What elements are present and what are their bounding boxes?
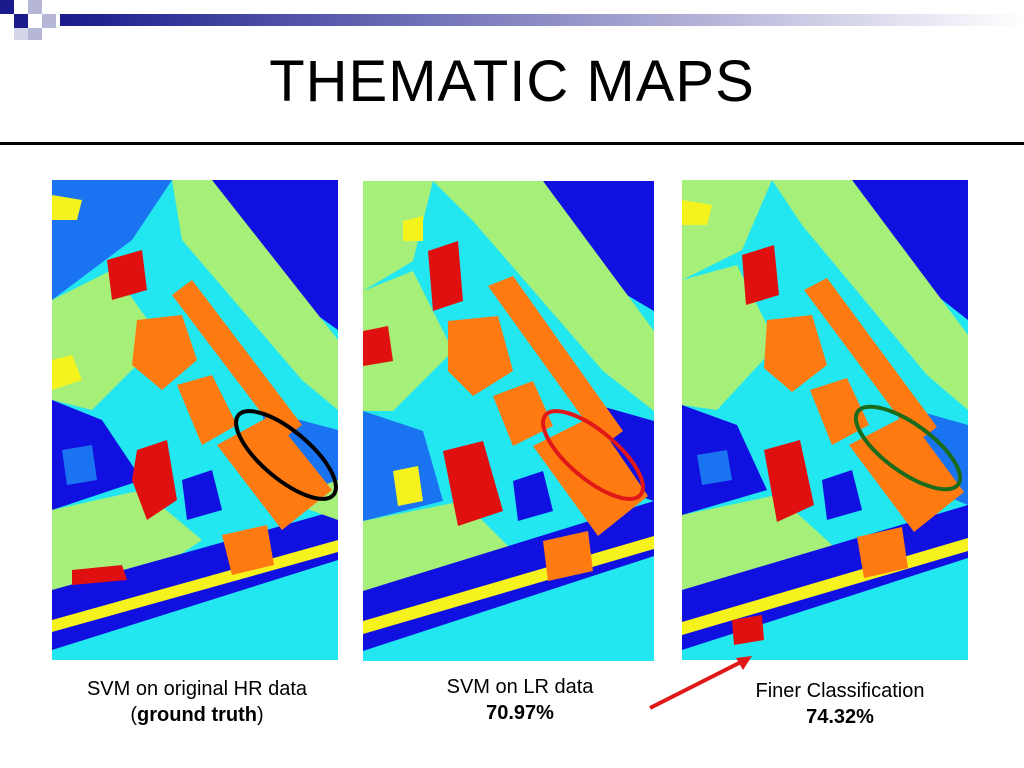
caption-lr: SVM on LR data 70.97% xyxy=(385,674,655,726)
red-arrow-icon xyxy=(649,656,752,710)
caption-ground-truth-bold: ground truth xyxy=(137,704,257,726)
caption-ground-truth-line2: (ground truth) xyxy=(52,702,342,728)
caption-finer: Finer Classification 74.32% xyxy=(700,678,980,730)
paren-close: ) xyxy=(256,704,264,726)
thematic-map-finer xyxy=(682,180,968,660)
caption-ground-truth: SVM on original HR data (ground truth) xyxy=(52,676,342,728)
thematic-map-lr xyxy=(363,181,654,661)
paren-open: ( xyxy=(130,704,138,726)
slide-title: THEMATIC MAPS xyxy=(269,49,755,114)
caption-lr-accuracy: 70.97% xyxy=(486,702,554,724)
thematic-map-ground-truth xyxy=(52,180,338,660)
caption-lr-line1: SVM on LR data xyxy=(446,676,594,698)
caption-ground-truth-line1: SVM on original HR data xyxy=(86,678,308,700)
caption-finer-line1: Finer Classification xyxy=(755,680,925,702)
caption-finer-accuracy: 74.32% xyxy=(806,706,874,728)
title-divider xyxy=(0,142,1024,145)
header-decoration xyxy=(0,0,1024,40)
